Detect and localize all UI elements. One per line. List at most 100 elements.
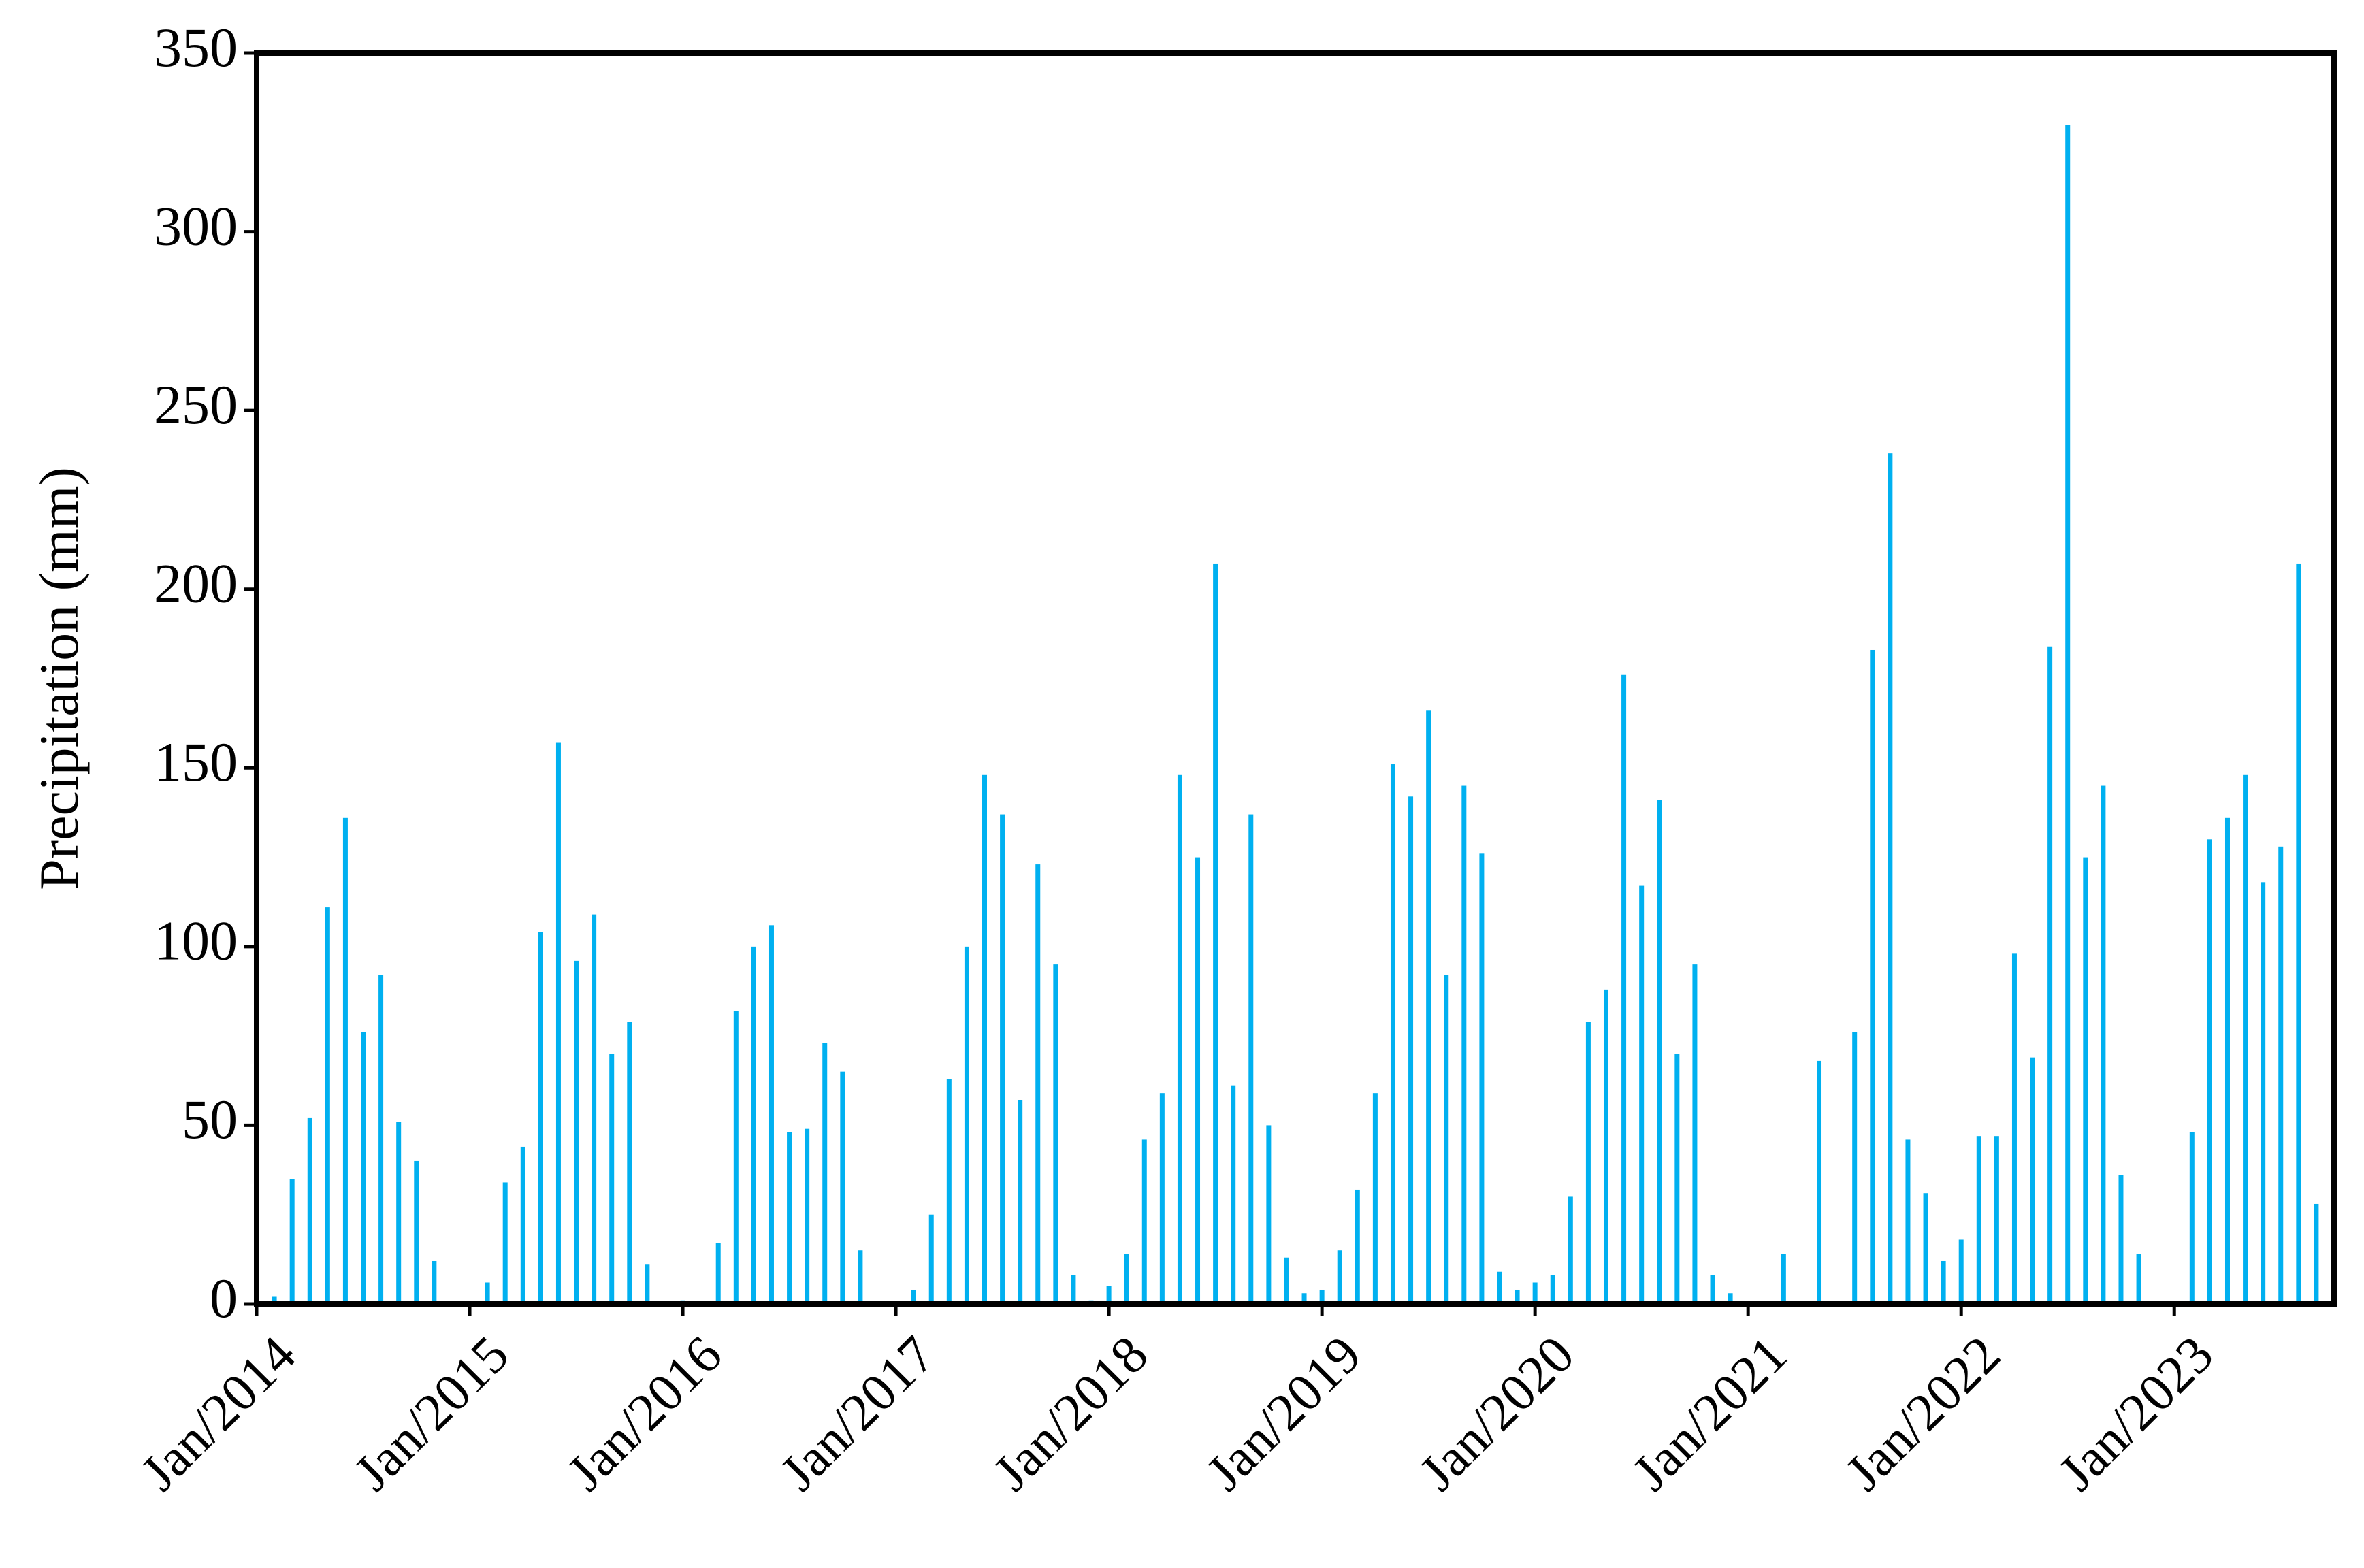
bar — [751, 946, 756, 1304]
bar — [1657, 800, 1662, 1304]
bar — [1728, 1293, 1733, 1304]
bar — [1141, 1139, 1147, 1304]
bar — [2207, 839, 2212, 1304]
bar — [1497, 1271, 1502, 1304]
bar — [1319, 1289, 1325, 1304]
bar — [840, 1071, 845, 1304]
bar — [414, 1160, 419, 1304]
bar — [1337, 1250, 1342, 1304]
bar — [1053, 964, 1058, 1304]
bar — [592, 914, 597, 1304]
bar — [485, 1282, 490, 1304]
bar — [1106, 1286, 1112, 1304]
y-tick-label: 300 — [154, 195, 238, 257]
bar — [342, 817, 348, 1304]
x-tick-label: Jan/2014 — [129, 1324, 307, 1502]
bar — [1124, 1254, 1129, 1304]
x-tick-label: Jan/2020 — [1408, 1324, 1585, 1502]
bar — [1621, 674, 1627, 1304]
bar — [715, 1243, 721, 1304]
bar — [1284, 1257, 1289, 1304]
bar — [1248, 814, 1254, 1304]
bar — [1372, 1093, 1378, 1304]
bar — [1888, 453, 1893, 1305]
bar — [1923, 1193, 1928, 1304]
bar — [1266, 1125, 1272, 1304]
bar — [2030, 1057, 2035, 1304]
bar — [1408, 796, 1414, 1304]
bar — [2011, 953, 2017, 1304]
bar — [1585, 1022, 1591, 1304]
bar — [858, 1250, 863, 1304]
y-tick-label: 150 — [154, 731, 238, 793]
bar — [538, 932, 543, 1304]
bar — [2065, 125, 2071, 1304]
bar — [272, 1296, 277, 1304]
bar — [1639, 885, 1645, 1304]
bar — [1515, 1289, 1520, 1304]
bar — [432, 1260, 437, 1304]
bar — [964, 946, 969, 1304]
x-tick-label: Jan/2018 — [982, 1324, 1159, 1502]
bar — [1159, 1093, 1165, 1304]
bar — [1817, 1060, 1822, 1304]
bar — [1479, 853, 1485, 1304]
bar — [1071, 1275, 1076, 1304]
bar — [1355, 1189, 1360, 1304]
bar — [787, 1132, 792, 1304]
y-tick-label: 50 — [182, 1088, 238, 1150]
bar — [627, 1022, 632, 1304]
x-tick-label: Jan/2022 — [1834, 1324, 2011, 1502]
bar — [768, 925, 774, 1304]
bar — [1870, 649, 1875, 1304]
bar — [1213, 564, 1218, 1304]
x-tick-label: Jan/2016 — [555, 1324, 733, 1502]
bar — [1692, 964, 1698, 1304]
bar — [1426, 710, 1431, 1304]
bar — [2083, 857, 2088, 1304]
bar — [1018, 1100, 1023, 1304]
bar — [1905, 1139, 1911, 1304]
bar — [2118, 1175, 2124, 1304]
x-tick-label: Jan/2019 — [1195, 1324, 1372, 1502]
y-tick-label: 200 — [154, 553, 238, 615]
bar — [1000, 814, 1005, 1304]
bar — [307, 1117, 312, 1304]
bar — [361, 1032, 366, 1304]
bar — [1710, 1275, 1715, 1304]
y-tick-label: 100 — [154, 910, 238, 972]
bar — [1231, 1085, 1236, 1304]
bar — [2314, 1203, 2319, 1304]
bar — [805, 1128, 810, 1304]
bar — [982, 774, 988, 1304]
bar — [1781, 1254, 1786, 1304]
bar — [378, 975, 384, 1304]
x-tick-label: Jan/2021 — [1621, 1324, 1798, 1502]
bar — [1941, 1260, 1946, 1304]
bar — [502, 1182, 508, 1304]
bar — [733, 1011, 739, 1304]
bar — [2224, 817, 2230, 1304]
bar — [1976, 1136, 1981, 1304]
bar — [1603, 989, 1608, 1304]
bar — [1301, 1293, 1307, 1304]
bar — [1195, 857, 1201, 1304]
bar — [1994, 1136, 1999, 1304]
bar — [1852, 1032, 1858, 1304]
y-tick-label: 0 — [210, 1267, 238, 1329]
bar — [1532, 1282, 1538, 1304]
plot-frame — [254, 50, 2337, 1307]
bar — [396, 1122, 402, 1304]
bar — [1958, 1239, 1964, 1304]
bar — [325, 907, 330, 1304]
y-tick-label: 350 — [154, 16, 238, 78]
bar — [574, 960, 579, 1304]
bar — [645, 1264, 650, 1304]
x-tick-label: Jan/2017 — [768, 1324, 946, 1502]
bar — [2047, 646, 2053, 1304]
bar — [2261, 882, 2266, 1304]
x-tick-label: Jan/2023 — [2047, 1324, 2224, 1502]
bar — [1390, 764, 1395, 1304]
